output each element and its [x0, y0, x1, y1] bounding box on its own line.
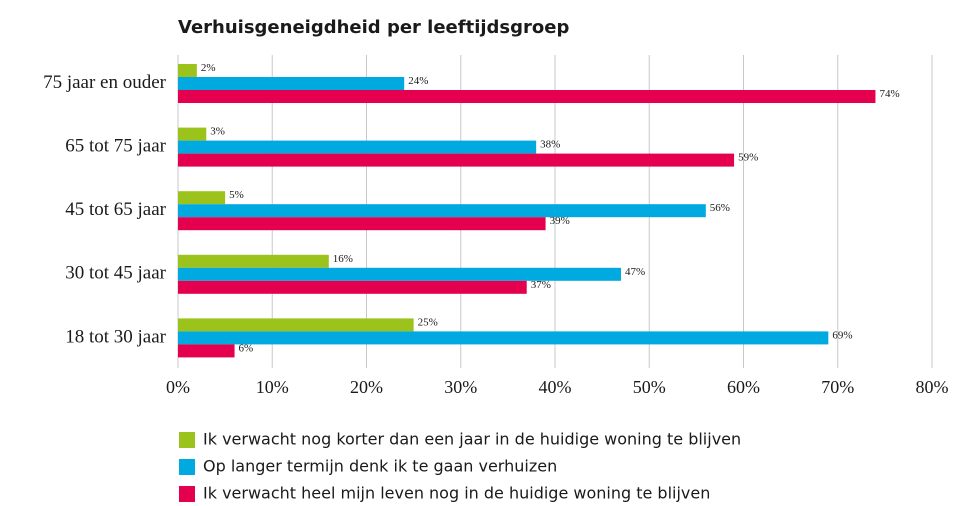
value-label: 5% [229, 189, 244, 201]
x-tick-label: 0% [166, 377, 190, 397]
bar [178, 153, 735, 167]
value-label: 25% [418, 316, 438, 328]
x-tick-label: 30% [444, 377, 477, 397]
value-label: 39% [550, 215, 570, 227]
bar [178, 217, 546, 231]
bar [178, 280, 527, 294]
legend-swatch [179, 432, 195, 448]
value-label: 59% [738, 152, 758, 164]
value-label: 47% [625, 266, 645, 278]
x-tick-label: 50% [633, 377, 666, 397]
category-label: 65 tot 75 jaar [65, 135, 166, 156]
x-tick-label: 20% [350, 377, 383, 397]
bar [178, 267, 621, 281]
bar [178, 254, 329, 268]
legend-swatch [179, 486, 195, 502]
legend-label: Ik verwacht heel mijn leven nog in de hu… [203, 484, 710, 503]
x-tick-label: 70% [821, 377, 854, 397]
value-label: 74% [879, 88, 899, 100]
x-tick-label: 60% [727, 377, 760, 397]
value-label: 56% [710, 202, 730, 214]
value-label: 6% [239, 342, 254, 354]
bar [178, 344, 235, 358]
x-tick-label: 40% [539, 377, 572, 397]
chart-title: Verhuisgeneigdheid per leeftijdsgroep [178, 17, 569, 38]
value-label: 2% [201, 62, 216, 74]
value-label: 37% [531, 279, 551, 291]
legend-swatch [179, 459, 195, 475]
bar [178, 64, 197, 77]
bar [178, 127, 207, 141]
bar [178, 331, 829, 345]
legend-label: Op langer termijn denk ik te gaan verhui… [203, 457, 557, 476]
category-label: 18 tot 30 jaar [65, 326, 166, 347]
bar [178, 90, 876, 103]
x-tick-label: 10% [256, 377, 289, 397]
value-label: 24% [408, 75, 428, 87]
bar [178, 204, 706, 218]
category-label: 30 tot 45 jaar [65, 263, 166, 284]
value-label: 69% [832, 329, 852, 341]
x-tick-label: 80% [916, 377, 949, 397]
category-label: 45 tot 65 jaar [65, 199, 166, 220]
bar [178, 140, 537, 154]
bar [178, 77, 405, 90]
bar [178, 191, 226, 205]
value-label: 38% [540, 139, 560, 151]
bar [178, 318, 414, 332]
value-label: 16% [333, 253, 353, 265]
category-label: 75 jaar en ouder [43, 72, 167, 93]
value-label: 3% [210, 126, 225, 138]
legend-label: Ik verwacht nog korter dan een jaar in d… [203, 430, 741, 449]
